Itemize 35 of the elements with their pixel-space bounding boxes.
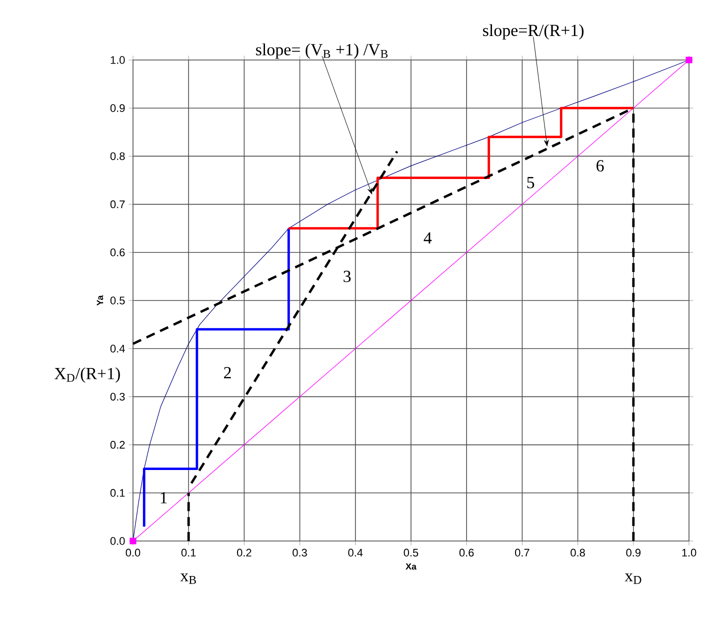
x-tick-label: 0.1: [181, 548, 196, 557]
annotation: X$_{D}$/(R+1): [54, 367, 120, 383]
y-tick-label: 0.4: [110, 344, 125, 352]
x-tick-label: 0.5: [404, 548, 418, 557]
x-tick-label: 0.0: [126, 548, 140, 557]
x-tick-label: 0.4: [348, 548, 363, 557]
y-tick-label: 0.9: [110, 104, 125, 112]
y-axis-title: Ya: [96, 295, 104, 306]
y-tick-label: 0.5: [110, 296, 125, 304]
annotation: slope= (V$_{B}$ +1) /V$_{B}$: [256, 43, 388, 59]
annotation: 1: [160, 492, 167, 504]
annotation: x$_{B}$: [180, 573, 196, 584]
x-tick-label: 0.8: [570, 548, 585, 557]
x-tick-label: 0.2: [237, 548, 252, 557]
y-tick-label: 0.7: [110, 200, 125, 208]
y-tick-label: 0.0: [110, 537, 125, 545]
y-tick-label: 0.1: [110, 489, 125, 497]
x-tick-label: 0.9: [626, 548, 641, 557]
y-tick-label: 0.8: [110, 152, 125, 160]
annotation: 6: [596, 160, 604, 172]
y-tick-label: 0.2: [110, 440, 125, 449]
x-tick-label: 0.7: [515, 548, 530, 557]
annotation: 4: [424, 232, 432, 244]
annotation: x$_{D}$: [624, 573, 642, 584]
x-tick-label: 1.0: [682, 548, 696, 557]
annotation: 3: [344, 270, 351, 282]
y-tick-label: 0.6: [110, 248, 125, 256]
y-tick-label: 0.3: [110, 392, 125, 401]
annotation: slope=R/(R+1): [483, 24, 584, 40]
y-tick-label: 1.0: [110, 56, 125, 64]
x-axis-title: Xa: [406, 563, 417, 570]
annotation: 2: [224, 367, 231, 378]
x-tick-label: 0.6: [459, 548, 474, 557]
annotation: 5: [527, 177, 534, 188]
x-tick-label: 0.3: [292, 548, 307, 557]
